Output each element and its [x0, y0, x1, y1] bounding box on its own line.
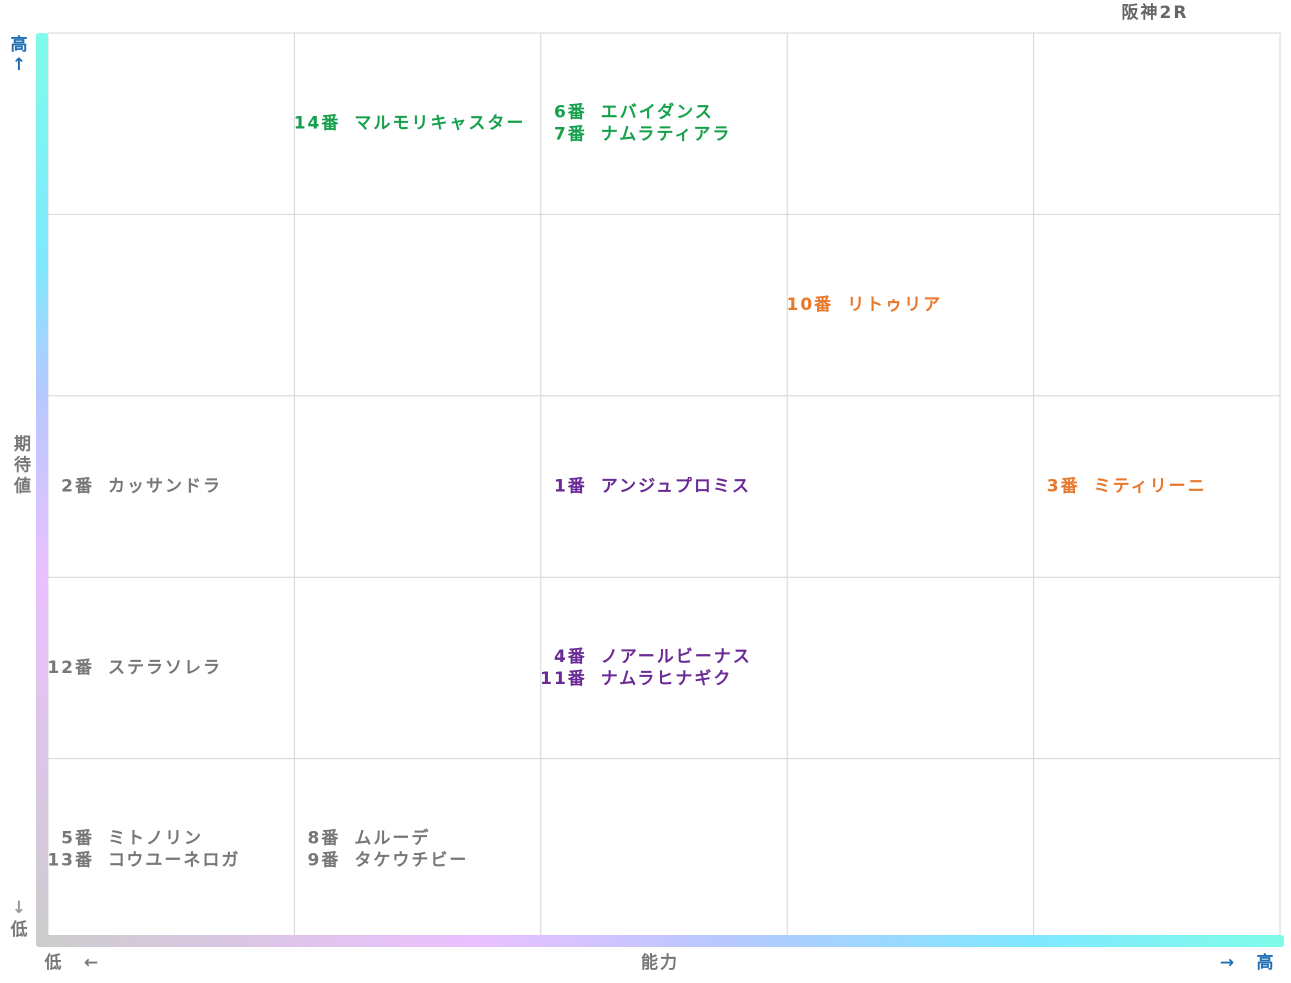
- entry-name: リトゥリア: [847, 295, 942, 315]
- entry-name: タケウチビー: [354, 850, 468, 870]
- y-axis-bar: [36, 33, 48, 943]
- entry-number: 3番: [1047, 477, 1080, 497]
- entry-name: コウユーネロガ: [108, 850, 240, 870]
- entry-name: アンジュプロミス: [601, 476, 751, 497]
- x-high: 高: [1257, 952, 1276, 973]
- entry-number: 8番: [308, 828, 341, 848]
- entry-number: 1番: [554, 477, 587, 497]
- y-low: 低: [10, 919, 30, 940]
- entry-name: カッサンドラ: [108, 477, 222, 497]
- x-low: 低: [44, 952, 64, 973]
- entry-number: 10番: [787, 295, 834, 315]
- title: 阪神2R: [1122, 2, 1189, 23]
- entry-name: エバイダンス: [601, 102, 714, 123]
- entry-number: 6番: [554, 103, 587, 123]
- entry-name: マルモリキャスター: [354, 114, 525, 134]
- x-high-arrow: →: [1220, 953, 1236, 973]
- entry-number: 11番: [540, 669, 587, 689]
- entry-name: ナムラヒナギク: [601, 669, 733, 689]
- entry-name: ミトノリン: [108, 828, 203, 848]
- x-low-arrow: ←: [84, 953, 100, 973]
- x-axis-bar: [36, 935, 1284, 947]
- entry-name: ミティリーニ: [1094, 477, 1207, 497]
- entry-number: 14番: [294, 114, 341, 134]
- y-high-arrow: ↑: [12, 55, 28, 75]
- y-axis-label: 期待値: [10, 434, 32, 497]
- entry-number: 5番: [61, 828, 94, 848]
- y-high: 高: [11, 34, 30, 55]
- entry-name: ナムラティアラ: [601, 125, 732, 145]
- entry-name: ステラソレラ: [108, 658, 222, 678]
- entry-number: 13番: [47, 850, 94, 870]
- x-axis-label: 能力: [641, 952, 679, 973]
- entry-number: 4番: [554, 647, 587, 667]
- entry-name: ムルーデ: [354, 827, 430, 848]
- entry-number: 2番: [61, 477, 94, 497]
- entry-number: 9番: [308, 850, 341, 870]
- entry-number: 12番: [47, 658, 94, 678]
- entry-number: 7番: [554, 125, 587, 145]
- y-low-arrow: ↓: [12, 898, 28, 918]
- entry-name: ノアールビーナス: [601, 647, 752, 667]
